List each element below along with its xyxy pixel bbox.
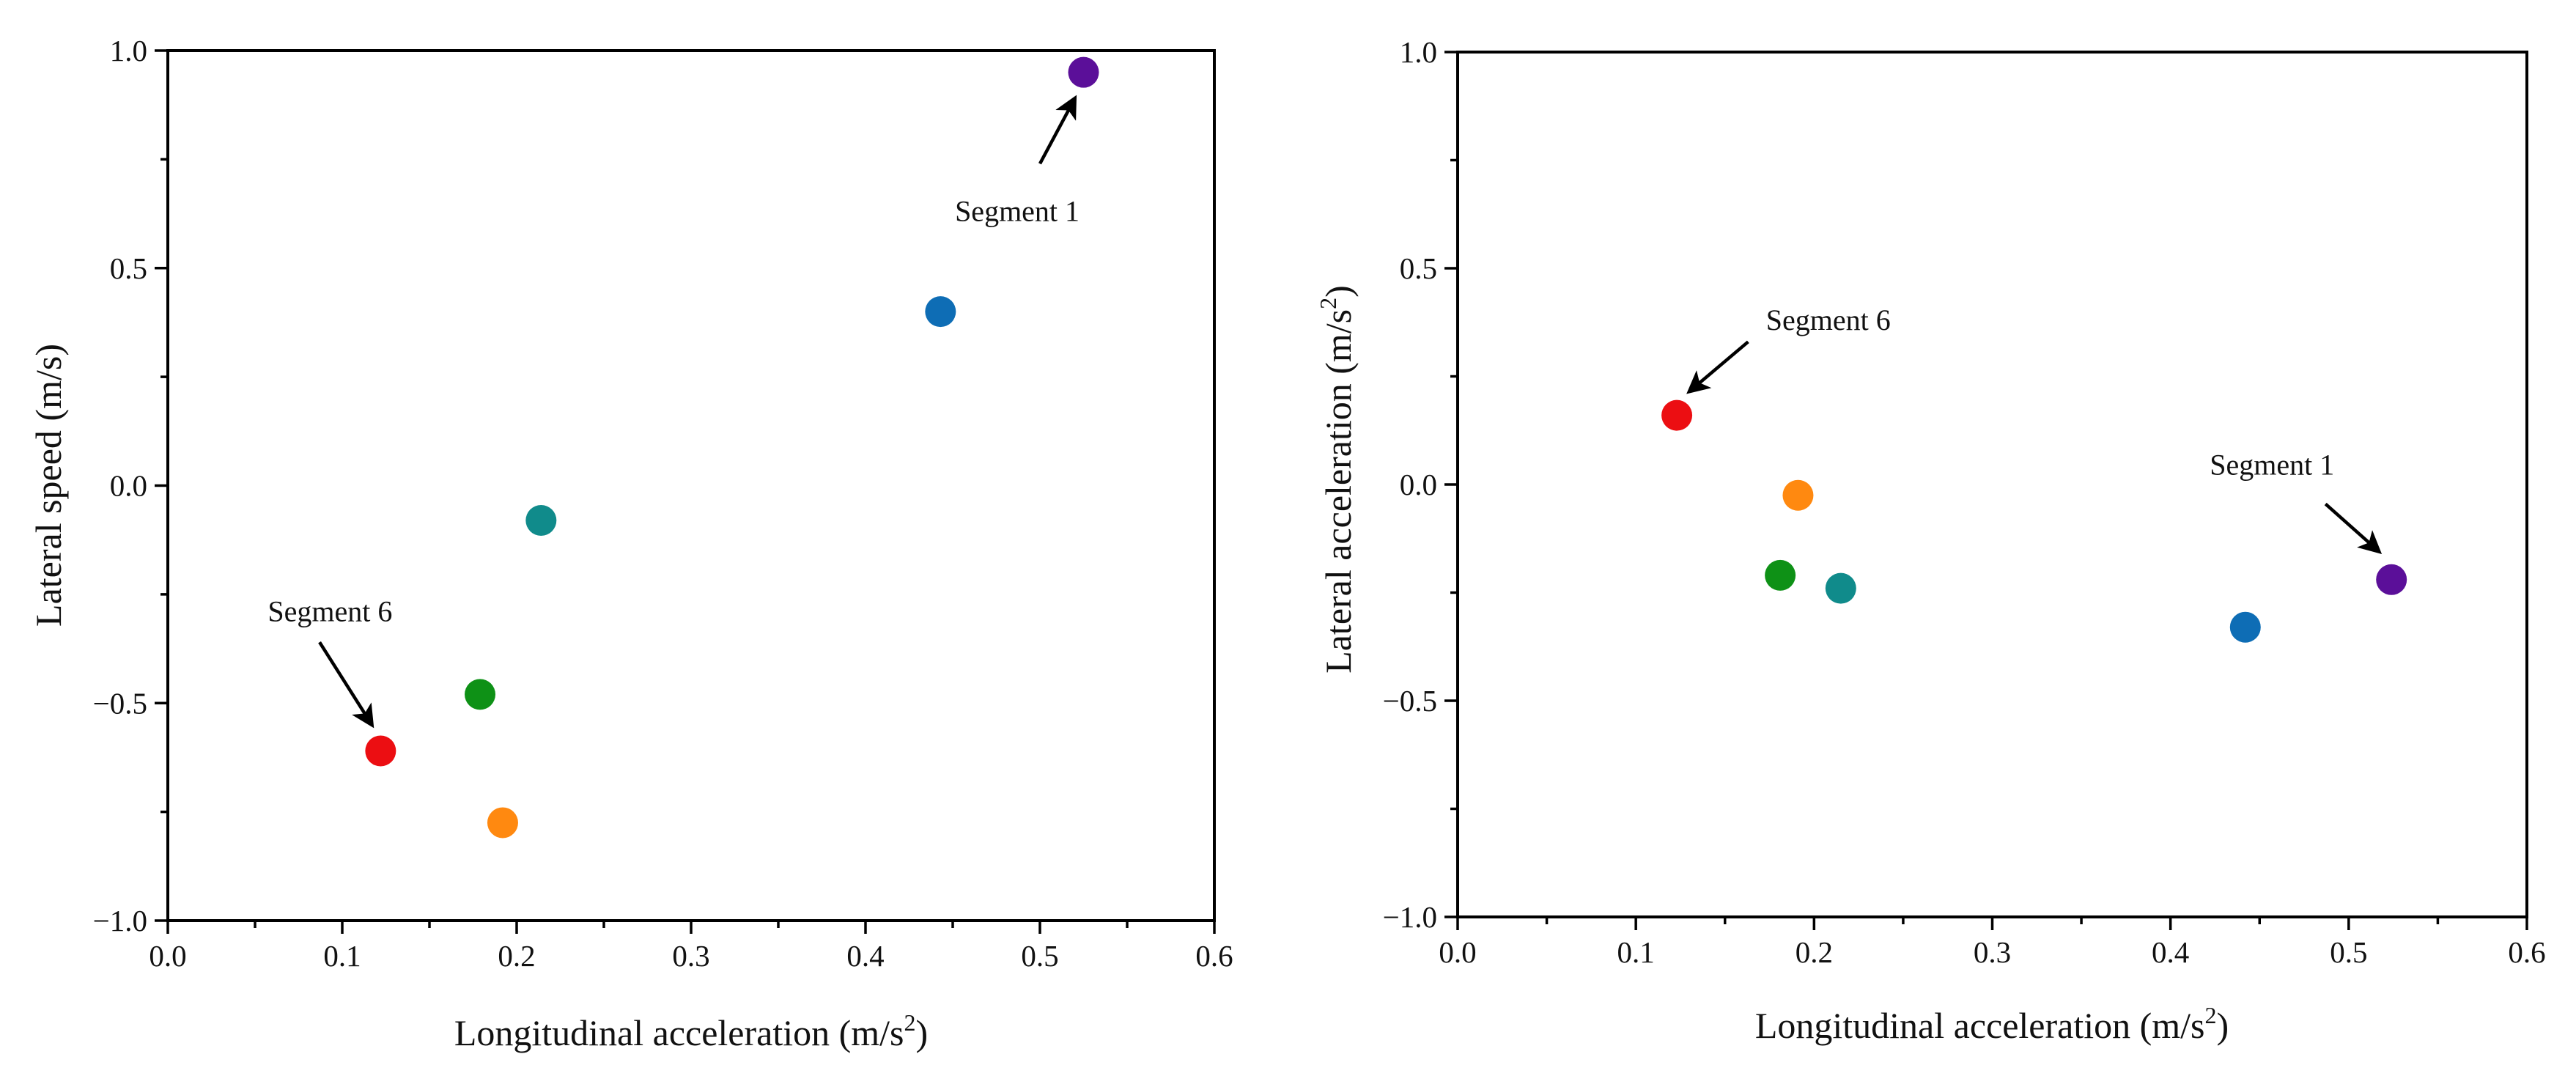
y-tick-label: 0.0: [1400, 468, 1437, 501]
y-tick-label: −1.0: [1383, 900, 1437, 934]
data-point: [365, 735, 396, 767]
x-axis-label-left: Longitudinal acceleration (m/s2): [454, 1009, 928, 1053]
x-tick-label: 0.2: [1796, 935, 1833, 969]
data-point: [1782, 479, 1814, 511]
data-point: [2376, 564, 2407, 595]
x-tick-label: 0.5: [2330, 935, 2367, 969]
y-tick-label: 1.0: [1400, 35, 1437, 69]
x-ticks-right: 0.0 0.1 0.2 0.3 0.4 0.5 0.6: [1439, 917, 2546, 969]
x-tick-label: 0.6: [1195, 939, 1233, 973]
data-point: [465, 679, 496, 710]
annotation-label: Segment 1: [2210, 448, 2334, 481]
points-right: [1661, 399, 2407, 643]
x-tick-label: 0.1: [323, 939, 361, 973]
x-tick-label: 0.6: [2508, 935, 2545, 969]
x-tick-label: 0.2: [498, 939, 535, 973]
x-axis-label-right: Longitudinal acceleration (m/s2): [1755, 1002, 2229, 1046]
data-point: [1661, 399, 1693, 431]
y-ticks-right: −1.0 −0.5 0.0 0.5 1.0: [1383, 35, 1458, 934]
annotation-label: Segment 6: [267, 595, 392, 628]
y-tick-label: −0.5: [93, 686, 147, 720]
annotation-arrow: [1686, 340, 1749, 394]
annotation-label: Segment 6: [1766, 303, 1891, 336]
chart-right: 0.0 0.1 0.2 0.3 0.4 0.5 0.6 −1.0−0.50.00.51.0 …: [1315, 35, 2546, 1046]
annotation-arrow: [1038, 95, 1077, 165]
data-point: [2229, 611, 2261, 643]
y-tick-label: 0.5: [1400, 251, 1437, 285]
x-tick-label: 0.0: [1439, 935, 1476, 969]
x-tick-label: 0.3: [672, 939, 709, 973]
y-tick-label: 0.5: [110, 251, 147, 285]
chart-left: 0.0 0.1 0.2 0.3 0.4 0.5 0.6 −1.0−0.50.00.51.0 …: [28, 34, 1233, 1053]
annotations-right: Segment 6 Segment 1: [1686, 303, 2383, 554]
data-point: [487, 807, 518, 839]
y-tick-label: 0.0: [110, 469, 147, 503]
x-ticks-left: 0.0 0.1 0.2 0.3 0.4 0.5 0.6: [149, 921, 1233, 973]
x-tick-label: 0.4: [2152, 935, 2189, 969]
y-tick-label: −0.5: [1383, 684, 1437, 718]
data-point: [1825, 572, 1856, 604]
x-tick-label: 0.1: [1617, 935, 1655, 969]
annotations-left: Segment 1 Segment 6: [267, 95, 1080, 729]
annotation-arrow: [2324, 502, 2383, 554]
annotation-label: Segment 1: [955, 195, 1080, 228]
x-tick-label: 0.4: [846, 939, 884, 973]
y-tick-label: 1.0: [110, 34, 147, 67]
points-left: [365, 56, 1099, 839]
y-axis-label-right: Lateral acceleration (m/s2): [1315, 285, 1359, 674]
annotation-arrow: [318, 641, 374, 729]
x-tick-label: 0.0: [149, 939, 186, 973]
x-tick-label: 0.3: [1974, 935, 2011, 969]
data-point: [925, 296, 956, 328]
data-point: [1068, 56, 1099, 88]
plot-frame-right: [1456, 51, 2528, 918]
y-ticks-left: −1.0 −0.5 0.0 0.5 1.0: [93, 34, 168, 937]
data-point: [525, 504, 557, 536]
plot-frame-left: [166, 49, 1216, 922]
x-tick-label: 0.5: [1021, 939, 1058, 973]
y-tick-label: −1.0: [93, 904, 147, 937]
data-point: [1765, 559, 1796, 591]
y-axis-label-left: Lateral speed (m/s): [28, 344, 69, 627]
